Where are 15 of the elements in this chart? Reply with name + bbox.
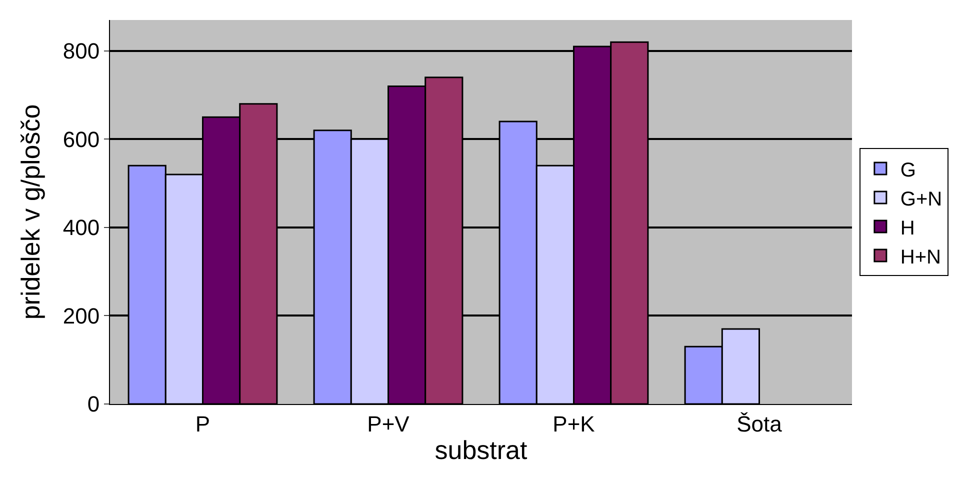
x-tick-label: P+K	[552, 411, 596, 436]
y-tick-label: 0	[87, 392, 100, 417]
y-tick-label: 200	[62, 303, 100, 328]
x-tick-label: P+V	[367, 411, 410, 436]
legend-label: H	[900, 217, 915, 240]
x-tick-label: Šota	[736, 411, 783, 436]
legend-label: H+N	[900, 246, 941, 268]
x-axis-title: substrat	[434, 435, 528, 466]
y-tick-label: 400	[62, 215, 100, 240]
x-tick-label: P	[195, 411, 210, 436]
y-tick-label: 800	[62, 38, 100, 64]
y-axis-title: pridelek v g/ploščo	[15, 104, 46, 320]
y-tick-label: 600	[62, 126, 100, 152]
legend-label: G+N	[900, 188, 942, 210]
legend-label: G	[900, 159, 916, 182]
